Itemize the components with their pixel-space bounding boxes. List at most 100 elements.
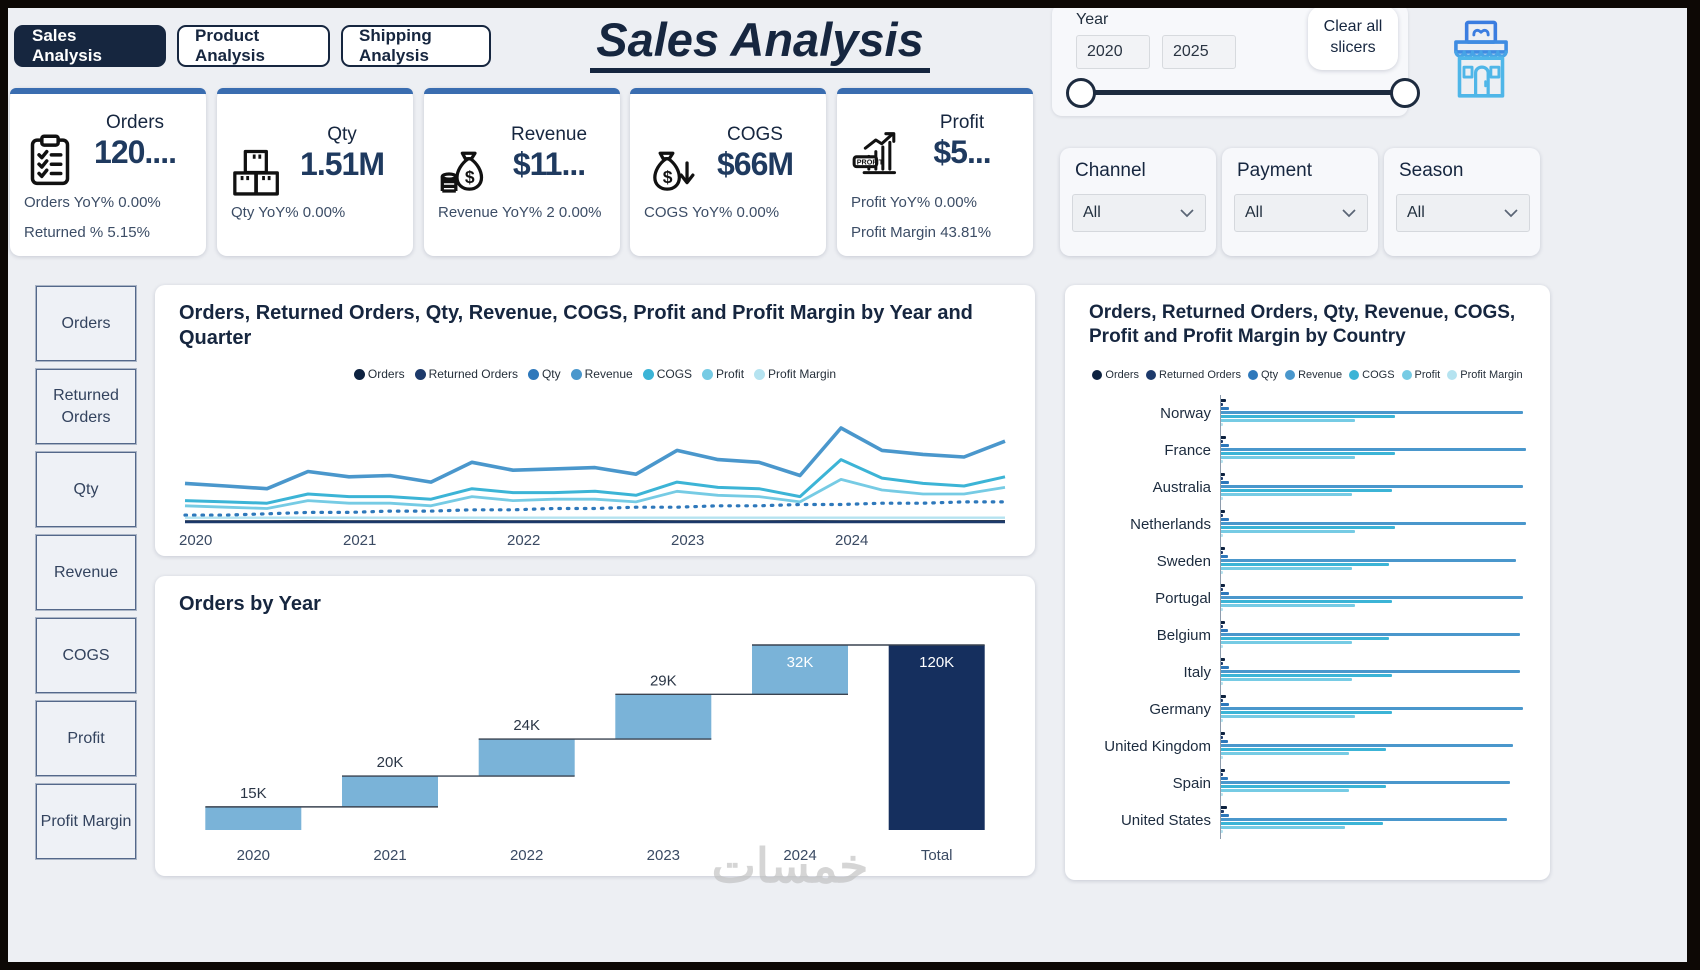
country-bar-group[interactable] xyxy=(1220,728,1532,765)
bar-cogs[interactable] xyxy=(1221,748,1386,752)
line-chart-canvas[interactable]: 2020 2021 2022 2023 2024 xyxy=(175,387,1015,554)
bar-cogs[interactable] xyxy=(1221,674,1393,678)
bar-qty[interactable] xyxy=(1221,518,1230,522)
bar-qty[interactable] xyxy=(1221,555,1229,559)
bar-qty[interactable] xyxy=(1221,481,1229,485)
bar-revenue[interactable] xyxy=(1221,559,1517,563)
bar-qty[interactable] xyxy=(1221,740,1229,744)
bar-profit[interactable] xyxy=(1221,715,1355,719)
bar-orders[interactable] xyxy=(1221,806,1227,810)
bar-orders[interactable] xyxy=(1221,510,1226,514)
tab-shipping-analysis[interactable]: Shipping Analysis xyxy=(341,25,491,67)
sidebar-item-profit[interactable]: Profit xyxy=(35,700,137,777)
bar-profit-margin[interactable] xyxy=(1221,423,1223,427)
legend-item-qty[interactable]: Qty xyxy=(1247,369,1278,381)
bar-returned-orders[interactable] xyxy=(1221,477,1224,481)
season-dropdown[interactable]: All xyxy=(1396,194,1530,232)
bar-revenue[interactable] xyxy=(1221,596,1523,600)
bar-orders[interactable] xyxy=(1221,658,1226,662)
bar-revenue[interactable] xyxy=(1221,744,1514,748)
bar-revenue[interactable] xyxy=(1221,448,1526,452)
bar-cogs[interactable] xyxy=(1221,711,1393,715)
bar-revenue[interactable] xyxy=(1221,485,1523,489)
bar-qty[interactable] xyxy=(1221,407,1230,411)
bar-qty[interactable] xyxy=(1221,666,1229,670)
legend-item-profit-margin[interactable]: Profit Margin xyxy=(754,367,836,381)
bar-profit-margin[interactable] xyxy=(1221,497,1223,501)
tab-sales-analysis[interactable]: Sales Analysis xyxy=(14,25,166,67)
tab-product-analysis[interactable]: Product Analysis xyxy=(177,25,330,67)
bar-profit[interactable] xyxy=(1221,752,1349,756)
bar-qty[interactable] xyxy=(1221,629,1229,633)
legend-item-revenue[interactable]: Revenue xyxy=(1285,369,1342,381)
bar-profit-margin[interactable] xyxy=(1221,645,1223,649)
country-bar-group[interactable] xyxy=(1220,506,1532,543)
country-bar-group[interactable] xyxy=(1220,617,1532,654)
channel-dropdown[interactable]: All xyxy=(1072,194,1206,232)
bar-cogs[interactable] xyxy=(1221,563,1389,567)
bar-cogs[interactable] xyxy=(1221,637,1389,641)
year-range-slider[interactable] xyxy=(1066,78,1420,108)
payment-dropdown[interactable]: All xyxy=(1234,194,1368,232)
bar-orders[interactable] xyxy=(1221,473,1226,477)
bar-cogs[interactable] xyxy=(1221,415,1396,419)
bar-returned-orders[interactable] xyxy=(1221,662,1224,666)
bar-profit-margin[interactable] xyxy=(1221,534,1223,538)
waterfall-bar-2022[interactable] xyxy=(478,739,575,776)
bar-revenue[interactable] xyxy=(1221,522,1526,526)
bar-cogs[interactable] xyxy=(1221,600,1393,604)
bar-cogs[interactable] xyxy=(1221,822,1383,826)
bar-orders[interactable] xyxy=(1221,584,1226,588)
country-bar-group[interactable] xyxy=(1220,765,1532,802)
clear-all-slicers-button[interactable]: Clear all slicers xyxy=(1308,6,1398,70)
legend-item-returned-orders[interactable]: Returned Orders xyxy=(1146,369,1241,381)
bar-cogs[interactable] xyxy=(1221,489,1393,493)
bar-returned-orders[interactable] xyxy=(1221,551,1224,555)
year-to-input[interactable] xyxy=(1162,35,1236,69)
bar-cogs[interactable] xyxy=(1221,452,1396,456)
bar-qty[interactable] xyxy=(1221,592,1229,596)
waterfall-bar-Total[interactable] xyxy=(888,645,985,830)
bar-profit[interactable] xyxy=(1221,641,1352,645)
bar-profit[interactable] xyxy=(1221,493,1352,497)
sidebar-item-profit-margin[interactable]: Profit Margin xyxy=(35,783,137,860)
sidebar-item-orders[interactable]: Orders xyxy=(35,285,137,362)
bar-revenue[interactable] xyxy=(1221,781,1511,785)
legend-item-qty[interactable]: Qty xyxy=(527,367,561,381)
bar-orders[interactable] xyxy=(1221,436,1226,440)
bar-orders[interactable] xyxy=(1221,547,1226,551)
bar-revenue[interactable] xyxy=(1221,633,1520,637)
bar-profit[interactable] xyxy=(1221,789,1349,793)
legend-item-profit-margin[interactable]: Profit Margin xyxy=(1447,369,1523,381)
bar-profit[interactable] xyxy=(1221,826,1346,830)
legend-item-profit[interactable]: Profit xyxy=(1401,369,1440,381)
legend-item-profit[interactable]: Profit xyxy=(702,367,744,381)
legend-item-returned-orders[interactable]: Returned Orders xyxy=(414,367,518,381)
bar-orders[interactable] xyxy=(1221,695,1226,699)
bar-profit-margin[interactable] xyxy=(1221,830,1223,834)
bar-profit[interactable] xyxy=(1221,419,1355,423)
bar-revenue[interactable] xyxy=(1221,411,1523,415)
legend-item-cogs[interactable]: COGS xyxy=(642,367,692,381)
legend-item-orders[interactable]: Orders xyxy=(353,367,405,381)
bar-profit[interactable] xyxy=(1221,678,1352,682)
country-bar-group[interactable] xyxy=(1220,469,1532,506)
sidebar-item-revenue[interactable]: Revenue xyxy=(35,534,137,611)
country-bar-group[interactable] xyxy=(1220,395,1532,432)
bar-profit-margin[interactable] xyxy=(1221,571,1223,575)
bar-profit-margin[interactable] xyxy=(1221,719,1223,723)
waterfall-chart-canvas[interactable]: 15K 2020 20K 2021 24K 2022 29K 2023 32K 2024 120K T… xyxy=(185,634,1005,874)
bar-returned-orders[interactable] xyxy=(1221,699,1224,703)
legend-item-revenue[interactable]: Revenue xyxy=(570,367,633,381)
bar-profit[interactable] xyxy=(1221,456,1355,460)
waterfall-bar-2023[interactable] xyxy=(615,694,712,739)
bar-orders[interactable] xyxy=(1221,621,1226,625)
bar-returned-orders[interactable] xyxy=(1221,773,1224,777)
bar-returned-orders[interactable] xyxy=(1221,514,1224,518)
bar-revenue[interactable] xyxy=(1221,707,1523,711)
bar-qty[interactable] xyxy=(1221,777,1229,781)
bar-orders[interactable] xyxy=(1221,769,1226,773)
bar-returned-orders[interactable] xyxy=(1221,625,1224,629)
year-from-input[interactable] xyxy=(1076,35,1150,69)
bar-returned-orders[interactable] xyxy=(1221,810,1224,814)
